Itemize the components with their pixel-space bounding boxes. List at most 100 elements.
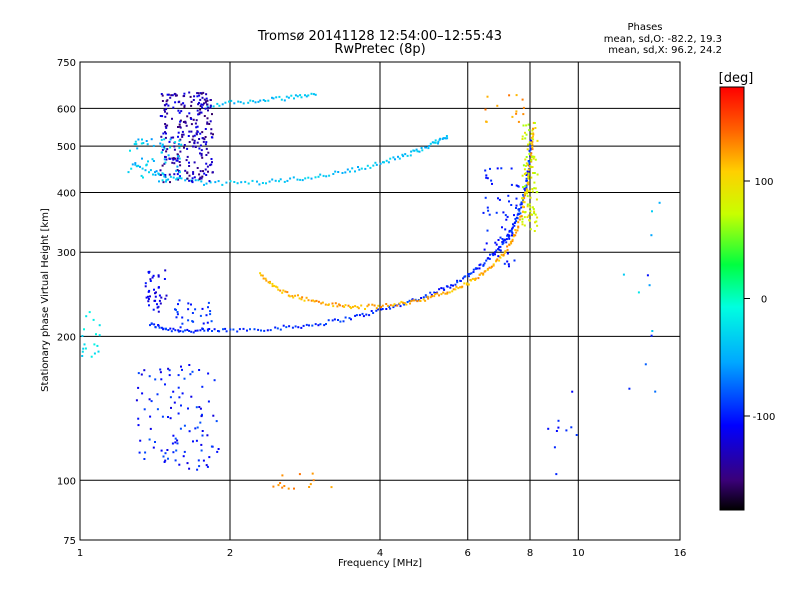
scatter-point: [137, 417, 140, 420]
scatter-point: [177, 412, 180, 415]
scatter-point: [398, 302, 401, 305]
scatter-point: [140, 373, 143, 376]
scatter-point: [474, 277, 477, 280]
scatter-point: [133, 143, 136, 146]
scatter-point: [527, 181, 530, 184]
scatter-point: [198, 173, 201, 176]
scatter-point: [198, 369, 201, 371]
scatter-point: [403, 302, 406, 305]
scatter-point: [153, 323, 156, 326]
scatter-point: [190, 130, 193, 133]
scatter-point: [324, 303, 327, 306]
scatter-point: [429, 296, 432, 299]
scatter-point: [141, 167, 144, 170]
scatter-point: [196, 130, 199, 133]
scatter-point: [485, 174, 488, 177]
scatter-point: [296, 178, 299, 181]
scatter-point: [307, 299, 310, 302]
scatter-point: [525, 184, 528, 187]
scatter-point: [506, 215, 509, 218]
scatter-point: [205, 174, 208, 176]
scatter-point: [512, 235, 515, 238]
scatter-point: [191, 312, 194, 314]
scatter-point: [531, 166, 534, 168]
y-axis-label: Stationary phase Virtual Height [km]: [40, 208, 51, 392]
scatter-point: [314, 176, 317, 179]
scatter-point: [197, 459, 200, 462]
scatter-point: [81, 335, 84, 337]
scatter-point: [332, 173, 335, 175]
scatter-point: [164, 174, 167, 176]
scatter-point: [310, 92, 313, 95]
scatter-point: [182, 455, 185, 458]
scatter-point: [164, 459, 167, 462]
scatter-point: [149, 324, 151, 327]
scatter-point: [158, 173, 160, 176]
scatter-point: [527, 171, 530, 174]
scatter-point: [364, 308, 366, 310]
scatter-point: [165, 100, 168, 103]
scatter-point: [198, 94, 201, 97]
scatter-point: [389, 304, 392, 307]
scatter-point: [157, 275, 160, 278]
scatter-point: [139, 165, 141, 168]
scatter-point: [148, 171, 150, 174]
scatter-point: [385, 159, 388, 162]
scatter-point: [185, 159, 188, 162]
scatter-point: [532, 135, 534, 138]
scatter-point: [349, 306, 352, 308]
scatter-point: [164, 269, 167, 272]
scatter-point: [179, 150, 182, 153]
scatter-point: [199, 105, 202, 107]
scatter-point: [158, 180, 160, 183]
scatter-point: [207, 306, 209, 309]
scatter-point: [535, 220, 538, 223]
scatter-point: [165, 103, 168, 106]
scatter-point: [177, 126, 179, 128]
scatter-point: [511, 234, 513, 237]
scatter-point: [288, 325, 291, 328]
scatter-point: [497, 197, 499, 200]
scatter-point: [202, 137, 205, 140]
scatter-point: [515, 231, 518, 234]
scatter-point: [534, 127, 537, 129]
scatter-point: [565, 429, 568, 432]
scatter-point: [84, 347, 87, 350]
scatter-point: [514, 218, 517, 220]
scatter-point: [261, 182, 264, 184]
scatter-point: [535, 198, 538, 201]
scatter-point: [297, 326, 300, 329]
scatter-point: [396, 304, 399, 307]
scatter-point: [358, 168, 361, 171]
scatter-point: [484, 270, 487, 273]
scatter-point: [522, 186, 524, 189]
scatter-point: [365, 313, 368, 316]
scatter-point: [305, 95, 308, 98]
scatter-point: [477, 277, 480, 280]
scatter-point: [179, 120, 182, 123]
scatter-point: [154, 441, 156, 443]
scatter-point: [528, 141, 531, 144]
scatter-point: [515, 197, 518, 200]
scatter-point: [210, 445, 213, 448]
scatter-point: [137, 138, 140, 141]
scatter-point: [167, 104, 170, 107]
scatter-point: [200, 443, 203, 446]
scatter-point: [164, 123, 167, 125]
scatter-point: [465, 283, 468, 286]
scatter-point: [504, 250, 507, 253]
scatter-point: [513, 224, 516, 227]
scatter-point: [327, 319, 330, 322]
scatter-point: [381, 304, 384, 307]
scatter-point: [344, 171, 347, 174]
scatter-point: [305, 296, 308, 299]
scatter-point: [262, 99, 265, 101]
scatter-point: [478, 267, 481, 270]
scatter-point: [389, 157, 392, 160]
scatter-point: [175, 316, 178, 319]
scatter-point: [151, 158, 154, 161]
scatter-point: [176, 153, 179, 156]
scatter-point: [496, 104, 499, 107]
scatter-point: [474, 267, 477, 270]
scatter-point: [354, 305, 357, 308]
